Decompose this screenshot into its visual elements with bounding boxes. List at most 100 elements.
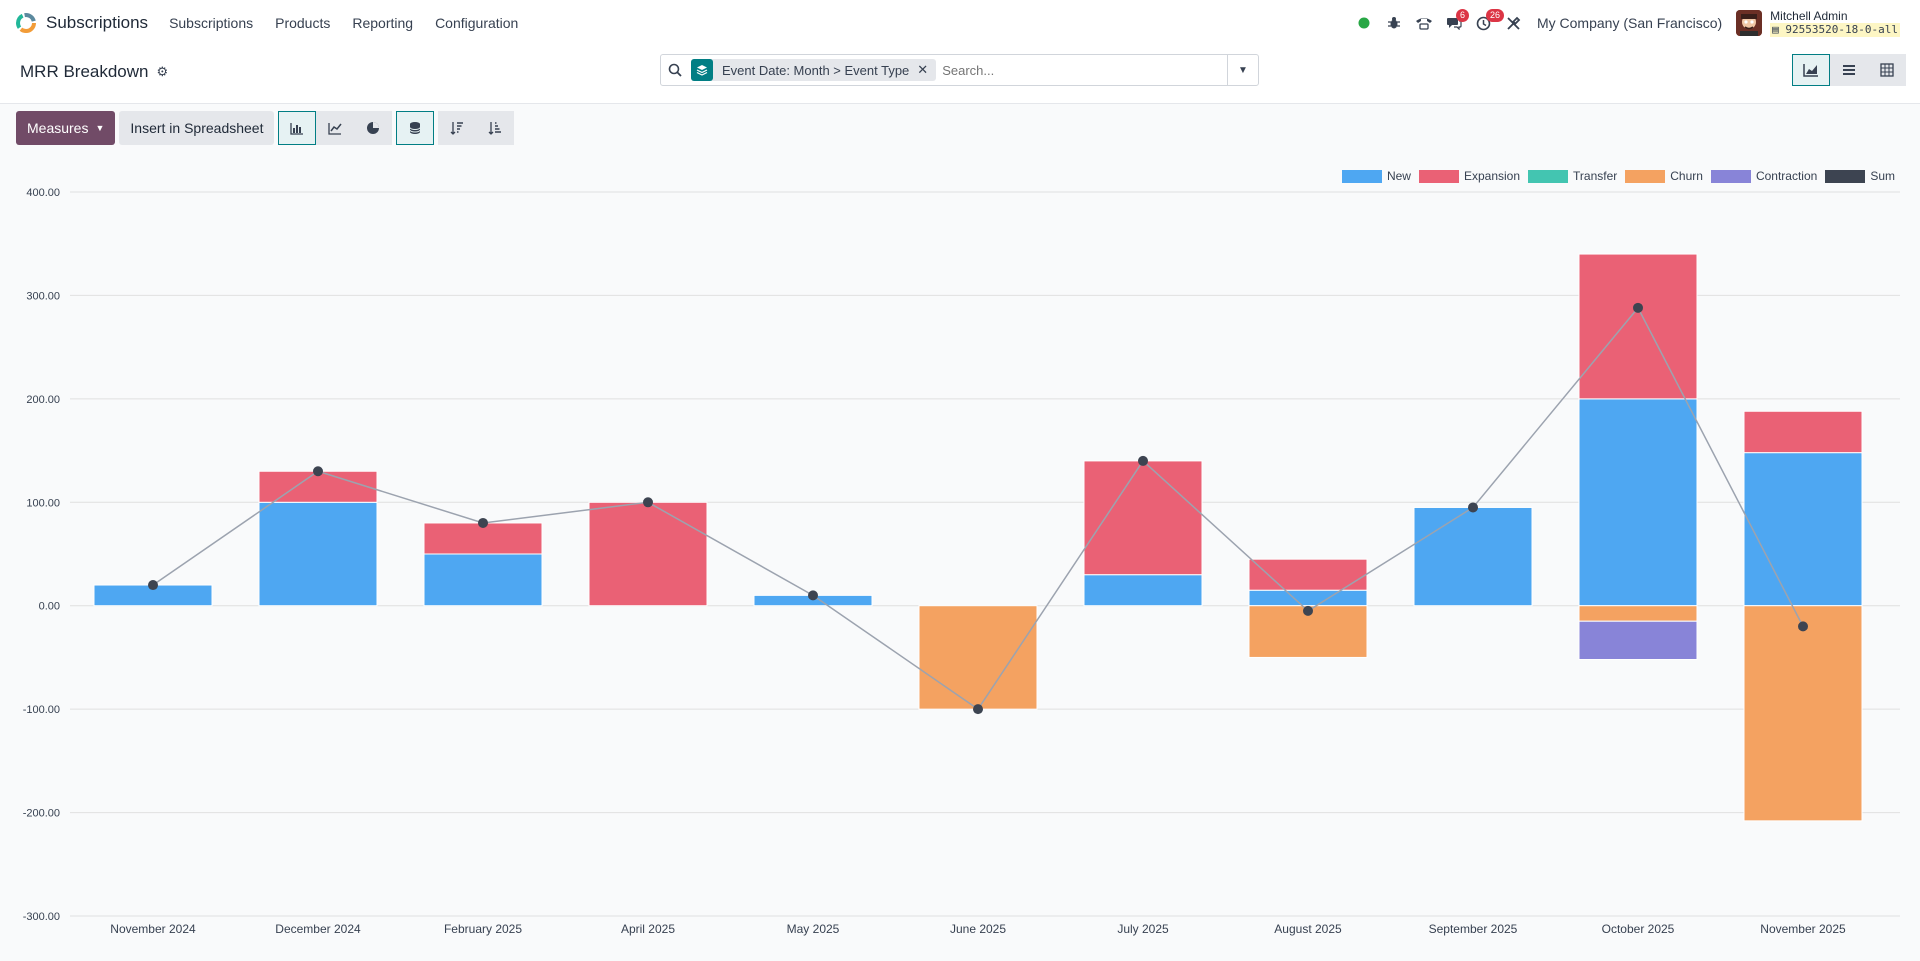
- sum-point: [1303, 605, 1313, 616]
- legend-item-churn[interactable]: Churn: [1625, 169, 1703, 183]
- layers-icon: [691, 59, 713, 81]
- app-logo-icon[interactable]: [15, 12, 37, 34]
- y-tick-label: 0.00: [39, 601, 60, 613]
- top-navbar: Subscriptions Subscriptions Products Rep…: [0, 0, 1920, 46]
- line-chart-icon[interactable]: [316, 111, 355, 145]
- bar-expansion: [588, 501, 708, 607]
- measures-button[interactable]: Measures ▼: [16, 111, 116, 145]
- legend-label: Contraction: [1755, 169, 1818, 183]
- phone-icon[interactable]: [1409, 0, 1439, 46]
- legend-swatch: [1710, 169, 1751, 183]
- bar-contraction: [1578, 620, 1698, 660]
- gear-icon[interactable]: ⚙: [156, 64, 169, 79]
- tools-icon[interactable]: [1499, 0, 1529, 46]
- search-icon[interactable]: [661, 63, 689, 77]
- x-tick-label: November 2024: [110, 922, 196, 936]
- sum-point: [1138, 455, 1148, 466]
- close-icon[interactable]: ✕: [917, 62, 929, 77]
- bar-chart-icon[interactable]: [278, 111, 317, 145]
- insert-spreadsheet-button[interactable]: Insert in Spreadsheet: [119, 111, 275, 145]
- sum-point: [148, 580, 158, 591]
- y-tick-label: 100.00: [26, 497, 60, 509]
- legend-swatch: [1825, 169, 1866, 183]
- activities-clock-icon[interactable]: 26: [1469, 0, 1504, 46]
- user-avatar[interactable]: [1736, 10, 1763, 36]
- pie-chart-icon[interactable]: [354, 111, 393, 145]
- legend-swatch: [1528, 169, 1569, 183]
- systray: 6 26 My Company (San Francisco) Mitchell…: [1349, 0, 1920, 46]
- menu-configuration[interactable]: Configuration: [435, 15, 519, 31]
- bar-new: [1083, 574, 1203, 607]
- x-tick-label: July 2025: [1117, 922, 1169, 936]
- user-name: Mitchell Admin: [1770, 9, 1848, 23]
- search-facet[interactable]: Event Date: Month > Event Type ✕: [691, 59, 937, 81]
- y-tick-label: 300.00: [26, 290, 60, 302]
- company-switcher[interactable]: My Company (San Francisco): [1536, 15, 1723, 31]
- y-tick-label: 200.00: [26, 394, 60, 406]
- legend-item-sum[interactable]: Sum: [1825, 169, 1895, 183]
- messages-icon[interactable]: 6: [1439, 0, 1469, 46]
- caret-down-icon: ▼: [95, 123, 105, 133]
- y-tick-label: 400.00: [26, 187, 60, 199]
- bar-new: [1248, 589, 1368, 607]
- status-online-icon: [1349, 0, 1379, 46]
- legend-swatch: [1625, 169, 1666, 183]
- activities-badge: 26: [1485, 9, 1504, 22]
- x-tick-label: November 2025: [1760, 922, 1846, 936]
- legend-label: Transfer: [1573, 169, 1618, 183]
- legend-label: Churn: [1670, 169, 1703, 183]
- caret-down-icon[interactable]: ▼: [1227, 55, 1258, 85]
- x-tick-label: February 2025: [444, 922, 522, 936]
- bar-expansion: [423, 522, 543, 555]
- bar-expansion: [1743, 410, 1863, 454]
- debug-bug-icon[interactable]: [1379, 0, 1409, 46]
- x-tick-label: December 2024: [275, 922, 361, 936]
- menu-products[interactable]: Products: [275, 15, 331, 31]
- search-input[interactable]: [940, 61, 1227, 79]
- sum-point: [1468, 502, 1478, 513]
- bar-new: [423, 553, 543, 607]
- sort-descending-icon[interactable]: [438, 111, 477, 145]
- sum-point: [313, 466, 323, 477]
- x-tick-label: May 2025: [787, 922, 840, 936]
- facet-label: Event Date: Month > Event Type: [722, 62, 910, 78]
- app-name[interactable]: Subscriptions: [46, 13, 149, 32]
- bar-expansion: [258, 470, 378, 503]
- x-tick-label: August 2025: [1274, 922, 1342, 936]
- chart-legend: New Expansion Transfer Churn Contraction…: [1334, 169, 1895, 183]
- legend-swatch: [1418, 169, 1459, 183]
- list-view-icon[interactable]: [1830, 54, 1868, 86]
- pivot-view-icon[interactable]: [1868, 54, 1906, 86]
- sum-point: [478, 517, 488, 528]
- user-menu[interactable]: Mitchell Admin ▤ 92553520-18-0-all: [1770, 9, 1900, 37]
- sum-point: [808, 590, 818, 601]
- x-tick-label: September 2025: [1429, 922, 1518, 936]
- legend-item-new[interactable]: New: [1341, 169, 1411, 183]
- database-icon: ▤: [1772, 23, 1779, 36]
- main-menu: Subscriptions Products Reporting Configu…: [158, 15, 529, 31]
- y-tick-label: -100.00: [23, 704, 60, 716]
- search-bar: Event Date: Month > Event Type ✕ ▼: [660, 54, 1259, 86]
- menu-reporting[interactable]: Reporting: [352, 15, 414, 31]
- measures-label: Measures: [27, 120, 89, 136]
- legend-label: New: [1386, 169, 1411, 183]
- stacked-icon[interactable]: [396, 111, 435, 145]
- sum-point: [1633, 302, 1643, 313]
- menu-subscriptions[interactable]: Subscriptions: [169, 15, 254, 31]
- legend-item-transfer[interactable]: Transfer: [1528, 169, 1617, 183]
- messages-badge: 6: [1455, 9, 1469, 22]
- graph-view-icon[interactable]: [1792, 54, 1830, 86]
- legend-item-expansion[interactable]: Expansion: [1418, 169, 1521, 183]
- sort-ascending-icon[interactable]: [476, 111, 515, 145]
- legend-item-contraction[interactable]: Contraction: [1710, 169, 1818, 183]
- y-tick-label: -300.00: [23, 911, 60, 923]
- bar-churn: [1578, 605, 1698, 622]
- bar-expansion: [1578, 253, 1698, 400]
- sum-point: [1798, 621, 1808, 632]
- legend-label: Expansion: [1463, 169, 1521, 183]
- bar-expansion: [1083, 460, 1203, 576]
- x-tick-label: April 2025: [621, 922, 675, 936]
- y-tick-label: -200.00: [23, 808, 60, 820]
- graph-toolbar: Measures ▼ Insert in Spreadsheet: [16, 111, 515, 145]
- database-name: ▤ 92553520-18-0-all: [1770, 23, 1900, 37]
